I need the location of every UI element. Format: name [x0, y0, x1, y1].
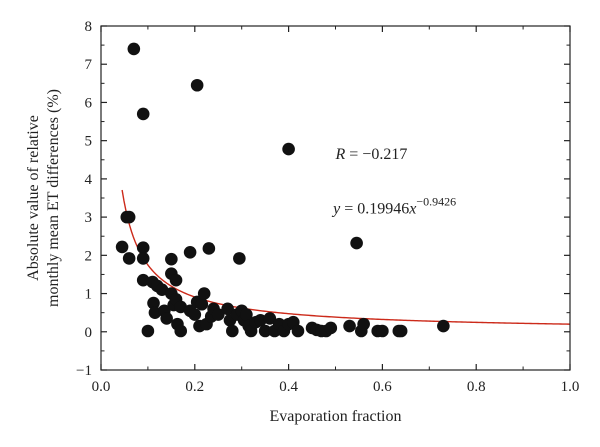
data-point	[160, 312, 173, 325]
data-point	[188, 308, 202, 321]
data-point	[233, 252, 246, 265]
x-axis-title: Evaporation fraction	[270, 408, 402, 425]
data-point	[165, 252, 178, 266]
data-point	[240, 308, 253, 321]
data-point	[437, 319, 450, 333]
y-tick-label: 7	[85, 57, 93, 73]
y-tick-label: 8	[85, 19, 93, 35]
data-point	[190, 78, 204, 92]
data-point	[148, 306, 162, 319]
x-tick-label: 0.2	[185, 379, 204, 395]
data-point	[254, 314, 267, 327]
data-point	[115, 240, 129, 254]
data-point	[147, 296, 160, 310]
data-point	[183, 245, 197, 259]
y-tick-label: 4	[85, 172, 93, 188]
data-point	[122, 252, 136, 265]
y-tick-label: 2	[85, 248, 93, 264]
fit-x-symbol: x	[408, 200, 416, 217]
data-point	[211, 308, 225, 321]
y-axis-title-line-2: monthly mean ET differences (%)	[45, 89, 62, 307]
data-point	[221, 302, 234, 316]
data-point	[282, 142, 295, 156]
fit-coefficient: = 0.19946	[340, 200, 409, 217]
data-point	[202, 242, 216, 255]
y-axis-title-line-1: Absolute value of relative	[25, 115, 42, 281]
data-point	[195, 297, 209, 311]
x-tick-label: 0.8	[467, 379, 486, 395]
correlation-annotation: R = −0.217	[335, 146, 408, 163]
data-point	[169, 273, 183, 287]
data-point	[141, 324, 155, 338]
fit-exponent: −0.9426	[416, 194, 456, 208]
data-point	[350, 236, 363, 250]
data-point	[376, 324, 389, 338]
data-point	[226, 324, 239, 338]
data-point	[324, 321, 338, 335]
data-point	[122, 210, 136, 224]
data-point	[136, 273, 150, 287]
data-point	[394, 324, 408, 338]
data-point	[174, 324, 188, 338]
fit-equation-annotation: y = 0.19946x−0.9426	[331, 194, 456, 217]
r-symbol: R	[335, 146, 346, 163]
data-point	[263, 312, 277, 325]
x-tick-label: 0.6	[373, 379, 392, 395]
y-axis-title: Absolute value of relative monthly mean …	[25, 89, 62, 307]
x-tick-label: 0.0	[92, 379, 111, 395]
data-point	[136, 241, 150, 254]
data-point	[127, 42, 141, 56]
data-point	[291, 324, 305, 338]
data-point	[258, 324, 272, 338]
plot-frame	[100, 25, 571, 371]
y-tick-label: −1	[76, 363, 92, 379]
data-point	[136, 252, 150, 265]
data-points	[115, 42, 450, 338]
data-point	[136, 107, 150, 121]
y-tick-label: 1	[85, 287, 93, 303]
data-point	[343, 319, 356, 333]
data-point	[197, 287, 211, 300]
axis-ticks: 0.0 0.2 0.4 0.6 0.8 1.0 −1 0 1 2 3 4 5 6 7 8	[76, 19, 579, 395]
fit-y-symbol: y	[331, 200, 341, 217]
r-value: = −0.217	[345, 146, 407, 163]
y-tick-label: 5	[85, 134, 93, 150]
x-tick-label: 0.4	[279, 379, 298, 395]
x-tick-label: 1.0	[561, 379, 580, 395]
data-point	[357, 317, 370, 331]
y-tick-label: 6	[85, 95, 93, 111]
y-tick-label: 0	[85, 325, 93, 341]
y-tick-label: 3	[85, 210, 93, 226]
